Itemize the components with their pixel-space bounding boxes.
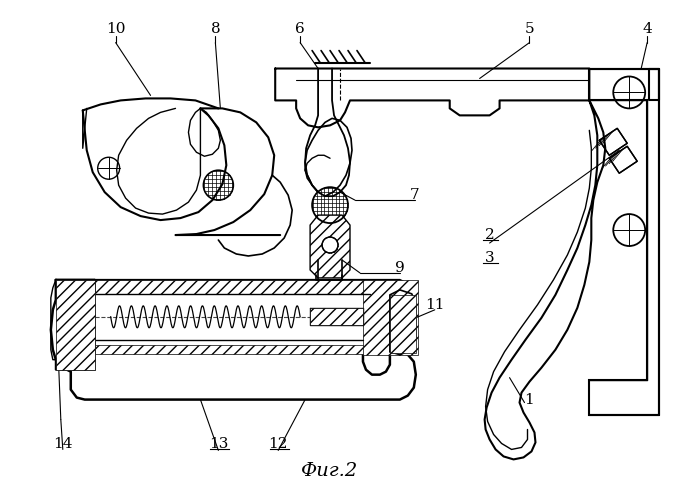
Bar (94, 280, 400, 294)
Text: 1: 1 (525, 393, 534, 407)
Text: Фиг.2: Фиг.2 (301, 462, 359, 481)
Text: 9: 9 (395, 261, 405, 275)
Bar (310, 308, 363, 325)
Polygon shape (310, 215, 350, 278)
Text: 5: 5 (525, 21, 534, 36)
Text: 7: 7 (410, 188, 419, 202)
Circle shape (322, 237, 338, 253)
Bar (56, 280, 94, 370)
Bar (94, 345, 369, 354)
Text: 12: 12 (268, 437, 288, 451)
Text: 6: 6 (295, 21, 305, 36)
Text: 13: 13 (209, 437, 228, 451)
Text: 11: 11 (425, 298, 445, 312)
Polygon shape (610, 146, 637, 173)
Text: 8: 8 (210, 21, 220, 36)
Text: 3: 3 (485, 251, 494, 265)
Text: 14: 14 (53, 437, 73, 451)
Text: 4: 4 (642, 21, 652, 36)
Polygon shape (589, 69, 659, 414)
Bar (363, 280, 418, 355)
Bar (390, 295, 416, 353)
Text: 2: 2 (484, 228, 494, 242)
Polygon shape (599, 128, 627, 155)
Text: 10: 10 (106, 21, 125, 36)
